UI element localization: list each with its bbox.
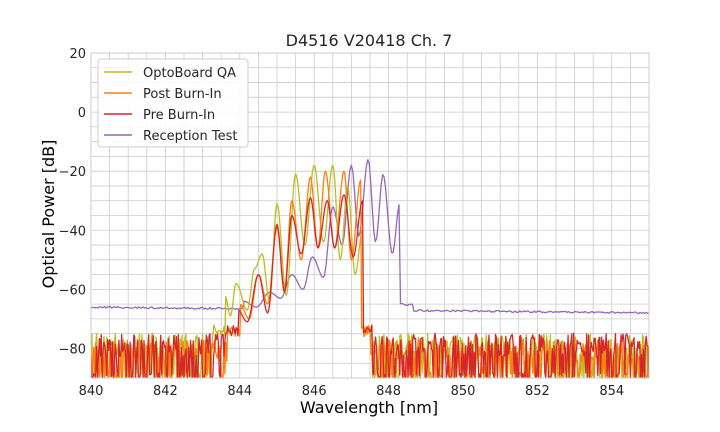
x-tick-label: 848 <box>376 384 401 399</box>
x-tick-label: 854 <box>599 384 624 399</box>
y-tick-label: −40 <box>59 224 86 239</box>
y-tick-label: 20 <box>69 47 86 62</box>
legend-label: Pre Burn-In <box>143 108 215 123</box>
x-axis-label: Wavelength [nm] <box>300 398 438 417</box>
series-pre-burn-in-line <box>91 194 649 378</box>
legend-label: OptoBoard QA <box>143 66 236 81</box>
legend-label: Post Burn-In <box>143 87 222 102</box>
y-tick-label: −80 <box>59 342 86 357</box>
x-tick-label: 852 <box>525 384 550 399</box>
y-tick-label: −60 <box>59 283 86 298</box>
legend-label: Reception Test <box>143 129 237 144</box>
y-tick-label: −20 <box>59 165 86 180</box>
x-tick-label: 850 <box>451 384 476 399</box>
y-axis-label: Optical Power [dB] <box>39 140 58 289</box>
x-tick-label: 840 <box>79 384 104 399</box>
plot-frame <box>90 52 650 379</box>
x-tick-label: 846 <box>302 384 327 399</box>
y-tick-label: 0 <box>78 106 86 121</box>
series-reception-test-line <box>91 159 649 315</box>
x-tick-label: 844 <box>227 384 252 399</box>
legend-box <box>97 58 249 148</box>
legend: OptoBoard QA Post Burn-In Pre Burn-In Recep… <box>97 58 249 148</box>
chart-title: D4516 V20418 Ch. 7 <box>286 31 453 50</box>
tick-labels: 840 842 844 846 848 850 852 854 −80 −60 −40 −20 0 20 <box>59 47 625 399</box>
series-layer <box>91 159 649 378</box>
x-tick-label: 842 <box>153 384 178 399</box>
